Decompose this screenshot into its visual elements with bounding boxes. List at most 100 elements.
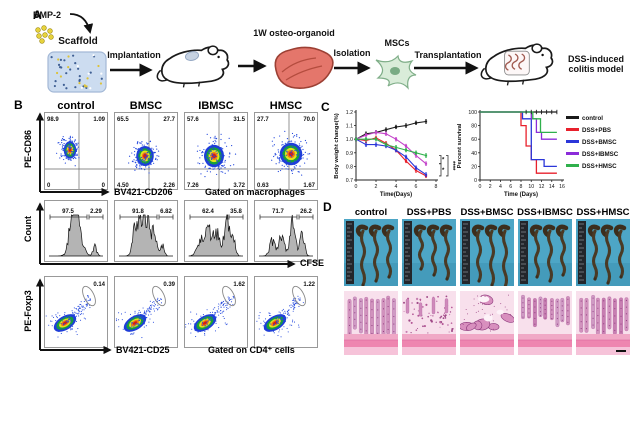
svg-text:27.7: 27.7: [163, 117, 175, 123]
svg-text:16: 16: [559, 184, 565, 190]
svg-text:Time (Days): Time (Days): [504, 192, 538, 198]
svg-text:1.1: 1.1: [346, 124, 353, 130]
b-col-header-hmsc: HMSC: [269, 100, 303, 112]
svg-text:8: 8: [520, 184, 523, 190]
svg-text:DSS+PBS: DSS+PBS: [582, 127, 611, 134]
svg-text:0.39: 0.39: [163, 282, 175, 288]
flow-plot-cd86-ibmsc: 57.6 31.5 7.26 3.72: [184, 112, 248, 190]
svg-text:4: 4: [395, 184, 398, 190]
panel-b-label: B: [14, 98, 23, 112]
x-axis-label-cd25: BV421-CD25: [116, 345, 170, 355]
svg-text:1.0: 1.0: [346, 137, 353, 143]
colon-photo-dss-hmsc: [576, 219, 630, 286]
svg-text:1.2: 1.2: [346, 110, 353, 116]
svg-text:35.8: 35.8: [230, 209, 242, 215]
svg-text:80: 80: [471, 124, 477, 130]
svg-text:65.5: 65.5: [117, 117, 129, 123]
y-axis-label-count: Count: [23, 216, 33, 242]
b-col-header-ibmsc: IBMSC: [198, 100, 234, 112]
svg-text:71.7: 71.7: [272, 209, 284, 215]
cfse-histogram-control: 97.5 2.29: [44, 200, 108, 262]
svg-text:control: control: [582, 115, 603, 122]
svg-text:27.7: 27.7: [257, 117, 269, 123]
flow-plot-foxp3-bmsc: 0.39: [114, 276, 178, 348]
svg-text:62.4: 62.4: [202, 209, 214, 215]
scale-bar: [616, 350, 626, 352]
svg-text:Body weight change(%): Body weight change(%): [334, 113, 340, 178]
d-col-header-dss-ibmsc: DSS+IBMSC: [517, 207, 573, 218]
x-axis-label-cfse: CFSE: [300, 258, 325, 268]
svg-text:0: 0: [102, 183, 106, 189]
svg-text:Time(Days): Time(Days): [380, 192, 412, 198]
svg-text:14: 14: [549, 184, 555, 190]
panel-a-label: A: [33, 8, 42, 22]
bmp2-label: BMP-2: [32, 10, 61, 20]
colitis-model-label: DSS-induced colitis model: [567, 54, 624, 75]
msc-cell-icon: [375, 54, 417, 90]
svg-text:6: 6: [415, 184, 418, 190]
svg-text:2: 2: [375, 184, 378, 190]
svg-text:0.7: 0.7: [346, 178, 353, 184]
svg-text:26.2: 26.2: [300, 209, 312, 215]
svg-text:0.8: 0.8: [346, 164, 353, 170]
histology-dss-bmsc: [460, 291, 514, 355]
organoid-icon: [274, 46, 334, 89]
svg-text:12: 12: [539, 184, 545, 190]
svg-text:Percent survival: Percent survival: [457, 123, 463, 168]
svg-text:60: 60: [471, 137, 477, 143]
svg-text:1.22: 1.22: [303, 282, 315, 288]
svg-text:DSS+BMSC: DSS+BMSC: [582, 139, 617, 146]
svg-text:****: ****: [449, 161, 455, 171]
b-col-header-bmsc: BMSC: [129, 100, 163, 112]
isolation-label: Isolation: [333, 48, 371, 58]
histology-control: [344, 291, 398, 355]
mscs-label: MSCs: [384, 38, 410, 48]
svg-text:91.8: 91.8: [132, 209, 144, 215]
cfse-histogram-ibmsc: 62.4 35.8: [184, 200, 248, 262]
histology-dss-hmsc: [576, 291, 630, 355]
histology-dss-ibmsc: [518, 291, 572, 355]
d-col-header-dss-pbs: DSS+PBS: [406, 207, 452, 218]
svg-text:57.6: 57.6: [187, 117, 199, 123]
d-col-header-dss-hmsc: DSS+HMSC: [576, 207, 630, 218]
panel-a-illustration: [35, 13, 554, 93]
y-axis-label-pecd86: PE-CD86: [23, 130, 33, 169]
svg-text:8: 8: [435, 184, 438, 190]
svg-text:3.72: 3.72: [233, 183, 245, 189]
svg-text:40: 40: [471, 151, 477, 157]
d-col-header-control: control: [354, 207, 388, 218]
gate-note-cd4: Gated on CD4⁺ cells: [208, 345, 295, 355]
colon-photo-control: [344, 219, 398, 286]
intestine-icon: [504, 50, 530, 76]
cfse-histogram-bmsc: 91.8 6.82: [114, 200, 178, 262]
scaffold-icon: [47, 51, 107, 93]
flow-plot-cd86-control: 98.9 1.09 0 0: [44, 112, 108, 190]
svg-text:4.50: 4.50: [117, 183, 129, 189]
svg-text:98.9: 98.9: [47, 117, 59, 123]
svg-text:2: 2: [489, 184, 492, 190]
transplantation-label: Transplantation: [414, 50, 482, 60]
svg-text:2.29: 2.29: [90, 209, 102, 215]
gate-note-macrophages: Gated on macrophages: [205, 187, 306, 197]
svg-text:DSS+HMSC: DSS+HMSC: [582, 163, 617, 170]
panel-c-label: C: [321, 100, 330, 114]
svg-text:4: 4: [499, 184, 502, 190]
y-axis-label-foxp3: PE-Foxp3: [23, 290, 33, 332]
implant-patch-icon: [184, 51, 200, 61]
svg-text:0.9: 0.9: [346, 151, 353, 157]
mouse-icon: [156, 45, 230, 89]
flow-plot-foxp3-control: 0.14: [44, 276, 108, 348]
svg-text:*: *: [442, 168, 445, 174]
svg-text:6: 6: [509, 184, 512, 190]
flow-plot-cd86-bmsc: 65.5 27.7 4.50 2.26: [114, 112, 178, 190]
svg-text:100: 100: [468, 110, 477, 116]
body-weight-chart: 0.7 0.8 0.9 1.0 1.1 1.2 0 2 4 6 8 Body weight chang…: [334, 110, 455, 198]
svg-text:10: 10: [528, 184, 534, 190]
histology-dss-pbs: [402, 291, 456, 355]
cfse-histogram-hmsc: 71.7 26.2: [254, 200, 318, 262]
colon-photo-dss-ibmsc: [518, 219, 572, 286]
svg-text:2.26: 2.26: [163, 183, 175, 189]
svg-text:0.63: 0.63: [257, 183, 269, 189]
svg-text:1.67: 1.67: [303, 183, 315, 189]
